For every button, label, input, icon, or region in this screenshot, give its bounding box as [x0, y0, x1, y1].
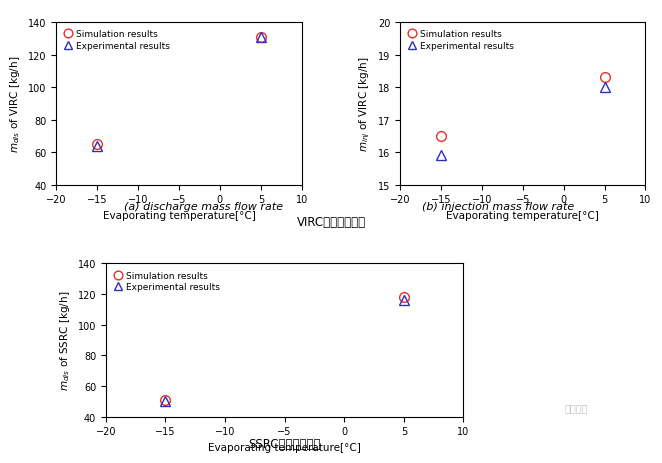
Legend: Simulation results, Experimental results: Simulation results, Experimental results: [111, 269, 222, 294]
X-axis label: Evaporating temperature[°C]: Evaporating temperature[°C]: [103, 210, 256, 220]
Y-axis label: $m_{dis}$ of VIRC [kg/h]: $m_{dis}$ of VIRC [kg/h]: [9, 56, 23, 153]
X-axis label: Evaporating temperature[°C]: Evaporating temperature[°C]: [446, 210, 599, 220]
X-axis label: Evaporating temperature[°C]: Evaporating temperature[°C]: [209, 442, 361, 452]
Text: SSRC模型验证结果: SSRC模型验证结果: [248, 438, 321, 450]
Text: (b) injection mass flow rate: (b) injection mass flow rate: [422, 201, 574, 212]
Legend: Simulation results, Experimental results: Simulation results, Experimental results: [61, 28, 173, 54]
Legend: Simulation results, Experimental results: Simulation results, Experimental results: [404, 28, 516, 54]
Text: VIRC模型验证结果: VIRC模型验证结果: [297, 215, 365, 228]
Text: 海基科技: 海基科技: [564, 402, 588, 413]
Text: (a) discharge mass flow rate: (a) discharge mass flow rate: [124, 201, 283, 212]
Y-axis label: $m_{dis}$ of SSRC [kg/h]: $m_{dis}$ of SSRC [kg/h]: [58, 290, 72, 390]
Y-axis label: $m_{inj}$ of VIRC [kg/h]: $m_{inj}$ of VIRC [kg/h]: [358, 56, 372, 152]
